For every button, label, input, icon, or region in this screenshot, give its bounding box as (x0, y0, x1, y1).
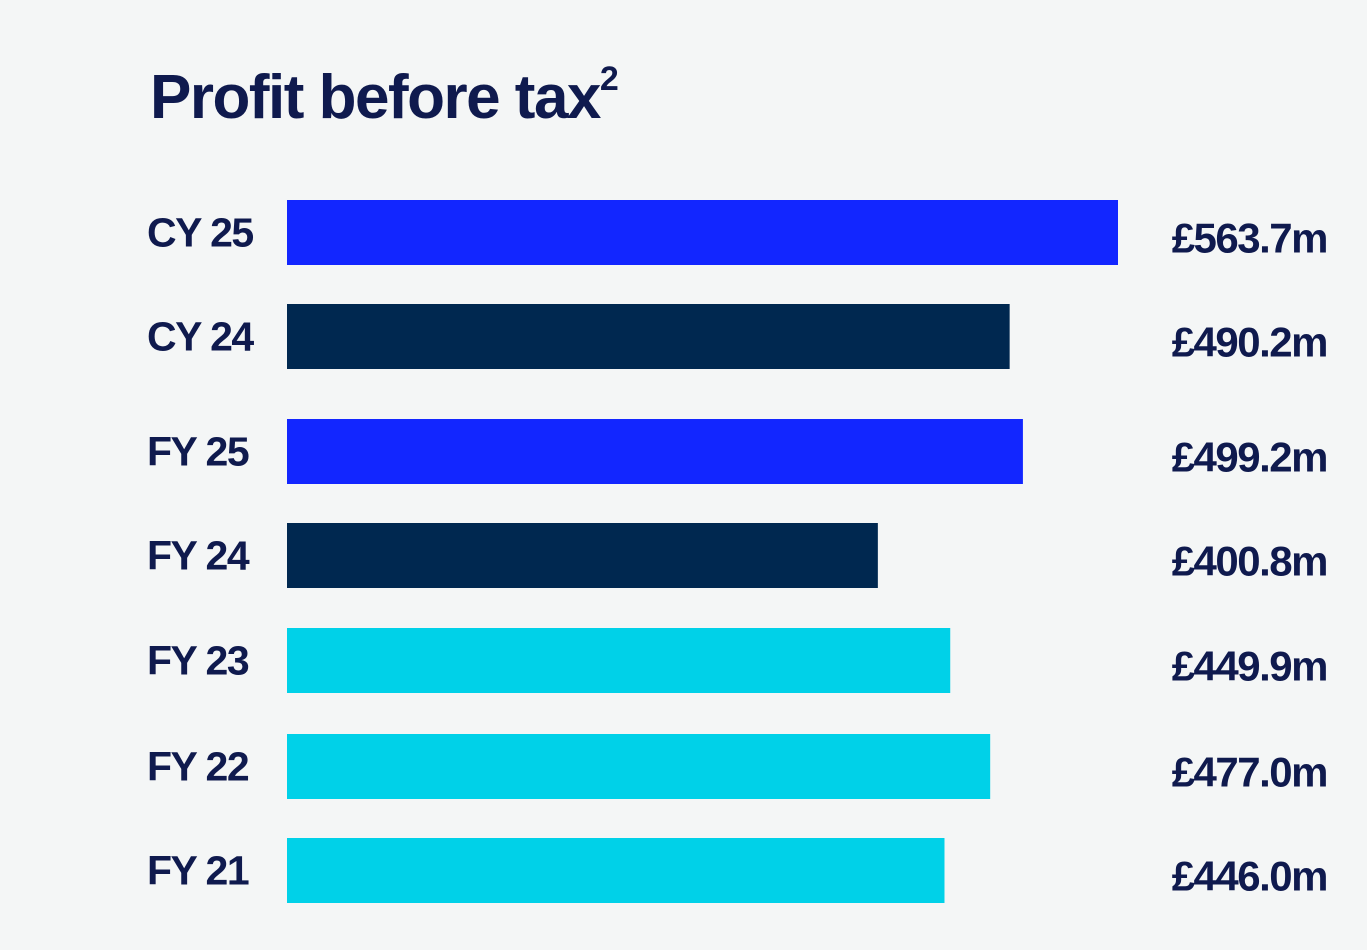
category-label: CY 24 (147, 314, 254, 360)
chart-title: Profit before tax2 (150, 60, 619, 133)
value-label: £499.2m (1172, 434, 1327, 481)
category-label: FY 21 (147, 848, 249, 894)
bar-fy-25 (287, 419, 1023, 484)
bar-cy-24 (287, 304, 1010, 369)
value-label: £400.8m (1172, 538, 1327, 585)
value-label: £477.0m (1172, 749, 1327, 796)
bar-fy-24 (287, 523, 878, 588)
category-label: FY 24 (147, 533, 250, 579)
value-label: £490.2m (1172, 319, 1327, 366)
bar-fy-21 (287, 838, 945, 903)
category-label: FY 23 (147, 638, 249, 684)
value-label: £563.7m (1172, 215, 1327, 262)
category-label: FY 25 (147, 429, 249, 475)
bar-fy-22 (287, 734, 991, 799)
bar-fy-23 (287, 628, 951, 693)
title-footnote: 2 (599, 60, 619, 99)
value-label: £449.9m (1172, 643, 1327, 690)
title-text: Profit before tax (150, 63, 601, 132)
category-label: FY 22 (147, 744, 249, 790)
value-label: £446.0m (1172, 853, 1327, 900)
category-label: CY 25 (147, 210, 253, 256)
bar-cy-25 (287, 200, 1118, 265)
